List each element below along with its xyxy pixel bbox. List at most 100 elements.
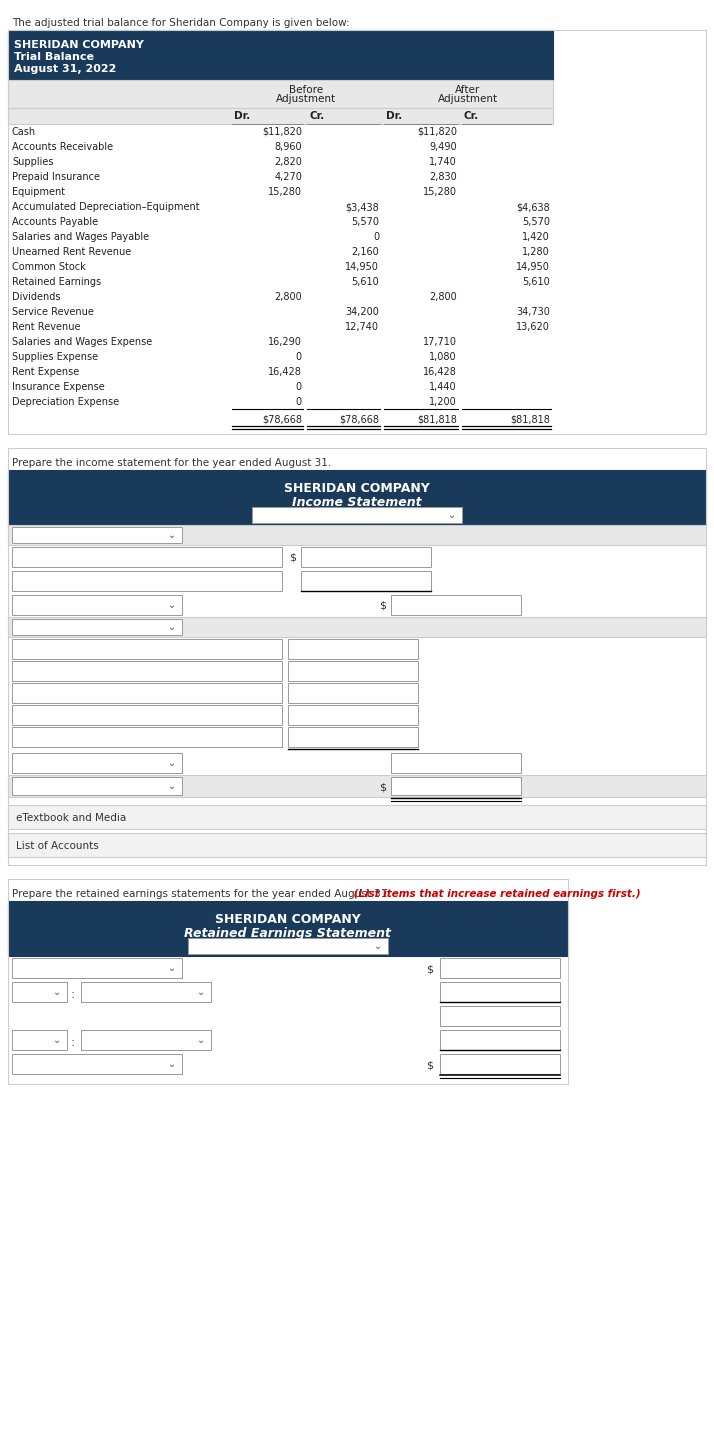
Bar (440, 981, 560, 1002)
Text: ⌄: ⌄ (197, 987, 205, 997)
Text: ⌄: ⌄ (168, 1059, 176, 1069)
Bar (12, 596, 182, 614)
Bar (12, 683, 282, 703)
Text: 2,800: 2,800 (274, 293, 302, 301)
Bar (8, 470, 706, 526)
Bar (8, 805, 706, 828)
Text: Prepare the retained earnings statements for the year ended August 31.: Prepare the retained earnings statements… (12, 890, 391, 898)
Text: ⌄: ⌄ (168, 622, 176, 632)
Bar (12, 1029, 67, 1050)
Text: $78,668: $78,668 (262, 414, 302, 424)
Bar (252, 507, 462, 523)
Text: 12,740: 12,740 (345, 322, 379, 332)
Text: 14,950: 14,950 (516, 262, 550, 272)
Bar (440, 958, 560, 978)
Bar (288, 727, 418, 747)
Bar (12, 727, 282, 747)
Bar (12, 981, 67, 1002)
Text: Retained Earnings: Retained Earnings (12, 277, 101, 287)
Bar (288, 705, 418, 725)
Text: $: $ (426, 964, 433, 974)
Text: Adjustment: Adjustment (438, 95, 498, 103)
Text: $: $ (379, 782, 386, 792)
Text: Supplies: Supplies (12, 157, 54, 167)
Text: 1,740: 1,740 (429, 157, 457, 167)
Text: $11,820: $11,820 (417, 127, 457, 137)
Text: $4,638: $4,638 (516, 202, 550, 213)
Text: $: $ (379, 601, 386, 612)
Text: Adjustment: Adjustment (276, 95, 336, 103)
Bar (440, 1029, 560, 1050)
Text: 1,280: 1,280 (522, 248, 550, 258)
Bar (12, 778, 182, 795)
Text: 1,440: 1,440 (429, 381, 457, 392)
Text: Before: Before (289, 84, 323, 95)
Bar (301, 547, 431, 566)
Text: 2,830: 2,830 (429, 172, 457, 182)
Text: After: After (455, 84, 480, 95)
Text: $81,818: $81,818 (510, 414, 550, 424)
Text: 0: 0 (296, 352, 302, 363)
Bar (188, 938, 388, 954)
Text: Prepare the income statement for the year ended August 31.: Prepare the income statement for the yea… (12, 459, 331, 467)
Text: SHERIDAN COMPANY: SHERIDAN COMPANY (215, 913, 361, 926)
Text: Common Stock: Common Stock (12, 262, 86, 272)
Text: Supplies Expense: Supplies Expense (12, 352, 98, 363)
Text: Income Statement: Income Statement (292, 496, 422, 510)
Text: ⌄: ⌄ (168, 780, 176, 791)
Text: ⌄: ⌄ (53, 987, 61, 997)
Text: ⌄: ⌄ (168, 530, 176, 540)
Text: 2,160: 2,160 (351, 248, 379, 258)
Text: 14,950: 14,950 (345, 262, 379, 272)
Bar (8, 80, 553, 108)
Text: 15,280: 15,280 (268, 186, 302, 197)
Text: $11,820: $11,820 (262, 127, 302, 137)
Bar (391, 753, 521, 773)
Bar (288, 683, 418, 703)
Bar (12, 661, 282, 681)
Bar (440, 1006, 560, 1026)
Text: 1,200: 1,200 (429, 397, 457, 408)
Bar (301, 571, 431, 591)
Bar (8, 901, 568, 957)
Text: Salaries and Wages Expense: Salaries and Wages Expense (12, 336, 152, 347)
Bar (8, 617, 706, 638)
Bar (8, 775, 706, 796)
Text: Dividends: Dividends (12, 293, 61, 301)
Text: List of Accounts: List of Accounts (16, 842, 99, 850)
Text: August 31, 2022: August 31, 2022 (14, 64, 116, 74)
Text: 1,080: 1,080 (429, 352, 457, 363)
Text: 13,620: 13,620 (516, 322, 550, 332)
Text: SHERIDAN COMPANY: SHERIDAN COMPANY (14, 39, 144, 50)
Text: ⌄: ⌄ (53, 1035, 61, 1045)
Text: 1,420: 1,420 (522, 232, 550, 242)
Bar (12, 547, 282, 566)
Text: Rent Revenue: Rent Revenue (12, 322, 81, 332)
Bar (81, 1029, 211, 1050)
Text: :: : (70, 989, 74, 1002)
Bar (8, 31, 553, 80)
Text: $3,438: $3,438 (346, 202, 379, 213)
Text: Cr.: Cr. (309, 111, 324, 121)
Text: Cr.: Cr. (464, 111, 479, 121)
Bar (391, 596, 521, 614)
Bar (81, 981, 211, 1002)
Bar (8, 833, 706, 858)
Text: 34,200: 34,200 (345, 307, 379, 317)
Bar (12, 527, 182, 543)
Bar (8, 31, 706, 434)
Text: 0: 0 (373, 232, 379, 242)
Bar (391, 778, 521, 795)
Text: 5,570: 5,570 (351, 217, 379, 227)
Text: 2,800: 2,800 (429, 293, 457, 301)
Bar (8, 448, 706, 865)
Text: Salaries and Wages Payable: Salaries and Wages Payable (12, 232, 149, 242)
Text: 16,290: 16,290 (268, 336, 302, 347)
Text: $: $ (289, 553, 296, 563)
Text: Unearned Rent Revenue: Unearned Rent Revenue (12, 248, 131, 258)
Text: Dr.: Dr. (234, 111, 250, 121)
Bar (12, 1054, 182, 1075)
Text: Accounts Receivable: Accounts Receivable (12, 143, 113, 151)
Text: 4,270: 4,270 (274, 172, 302, 182)
Text: $78,668: $78,668 (339, 414, 379, 424)
